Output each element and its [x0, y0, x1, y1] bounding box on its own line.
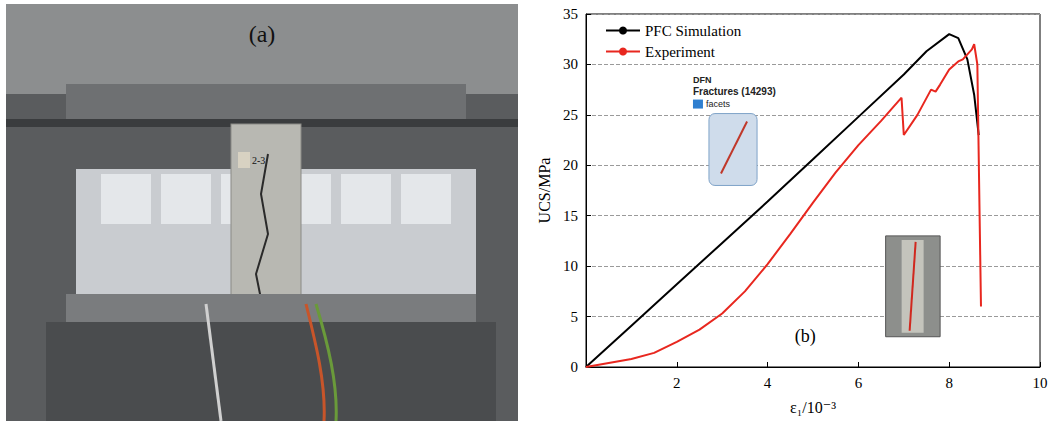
svg-text:UCS/MPa: UCS/MPa — [536, 158, 553, 224]
svg-text:facets: facets — [706, 99, 731, 109]
svg-text:(a): (a) — [249, 21, 276, 47]
svg-text:15: 15 — [563, 208, 578, 224]
svg-text:(b): (b) — [795, 326, 816, 347]
svg-text:Fractures (14293): Fractures (14293) — [693, 86, 776, 97]
svg-text:5: 5 — [571, 309, 579, 325]
svg-text:ε₁/10⁻³: ε₁/10⁻³ — [790, 399, 836, 416]
svg-text:10: 10 — [563, 258, 578, 274]
svg-text:30: 30 — [563, 56, 578, 72]
svg-text:20: 20 — [563, 157, 578, 173]
svg-text:8: 8 — [945, 375, 953, 391]
svg-text:35: 35 — [563, 6, 578, 22]
svg-text:25: 25 — [563, 107, 578, 123]
svg-text:10: 10 — [1033, 375, 1048, 391]
svg-text:2: 2 — [673, 375, 681, 391]
svg-text:0: 0 — [571, 359, 579, 375]
svg-text:2-3: 2-3 — [252, 155, 265, 166]
svg-text:DFN: DFN — [693, 75, 712, 85]
svg-text:6: 6 — [855, 375, 863, 391]
svg-text:4: 4 — [764, 375, 772, 391]
svg-text:PFC Simulation: PFC Simulation — [645, 23, 742, 39]
svg-text:Experiment: Experiment — [645, 44, 716, 60]
